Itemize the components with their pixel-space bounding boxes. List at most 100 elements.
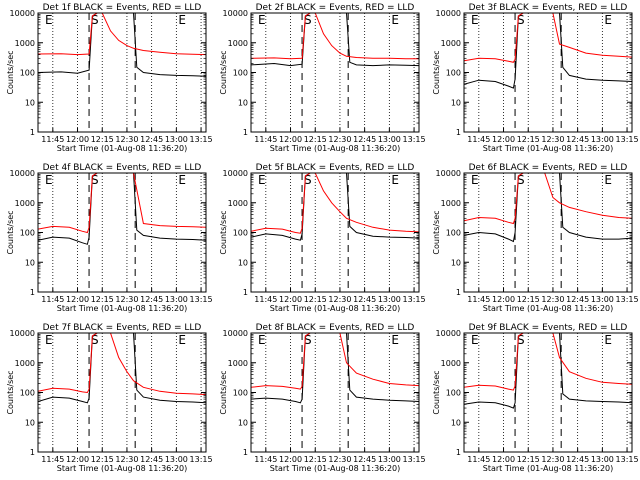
- x-tick-label: 12:30: [541, 295, 564, 304]
- x-tick-label: 13:00: [378, 295, 401, 304]
- x-tick-label: 12:30: [328, 295, 351, 304]
- x-tick-label: 12:30: [541, 135, 564, 144]
- panel-title: Det 8f BLACK = Events, RED = LLD: [256, 323, 415, 333]
- plot-frame: [250, 12, 420, 133]
- x-tick-label: 13:00: [591, 135, 614, 144]
- y-tick-label: 10000: [436, 9, 461, 18]
- y-tick-label: 1000: [228, 359, 248, 368]
- panel-title: Det 5f BLACK = Events, RED = LLD: [256, 163, 415, 173]
- y-axis-label: Counts/sec: [6, 210, 15, 254]
- interval-label-e: E: [178, 333, 186, 347]
- x-axis-label: Start Time (01-Aug-08 11:36:20): [270, 304, 401, 313]
- x-tick-label: 11:45: [41, 135, 64, 144]
- interval-label-e: E: [604, 13, 612, 27]
- x-tick-label: 12:00: [492, 455, 515, 464]
- x-tick-label: 11:45: [467, 455, 490, 464]
- x-tick-label: 13:15: [190, 295, 213, 304]
- series-group: [38, 333, 206, 404]
- interval-label-e: E: [391, 13, 399, 27]
- y-tick-label: 10: [238, 418, 248, 427]
- interval-label-e: E: [604, 333, 612, 347]
- series-events-line: [38, 173, 206, 245]
- x-tick-label: 12:00: [492, 135, 515, 144]
- x-tick-label: 12:15: [517, 455, 540, 464]
- x-tick-label: 12:00: [279, 455, 302, 464]
- x-tick-label: 13:00: [378, 455, 401, 464]
- series-lld-line: [251, 333, 419, 390]
- interval-label-s: S: [91, 173, 99, 187]
- plot-frame: [463, 172, 633, 293]
- y-tick-label: 1: [456, 128, 461, 137]
- x-tick-label: 13:00: [165, 135, 188, 144]
- y-tick-label: 100: [233, 229, 248, 238]
- panel-title: Det 1f BLACK = Events, RED = LLD: [43, 3, 202, 13]
- series-lld-line: [464, 333, 632, 391]
- interval-label-s: S: [91, 13, 99, 27]
- y-tick-label: 1: [30, 288, 35, 297]
- x-tick-label: 13:00: [591, 455, 614, 464]
- x-tick-label: 13:00: [165, 295, 188, 304]
- y-tick-label: 100: [20, 229, 35, 238]
- x-tick-label: 11:45: [467, 295, 490, 304]
- series-events-line: [464, 173, 632, 243]
- y-tick-label: 10000: [223, 169, 248, 178]
- series-group: [464, 333, 632, 409]
- y-tick-label: 10: [25, 418, 35, 427]
- y-tick-label: 10000: [436, 329, 461, 338]
- x-tick-label: 11:45: [41, 295, 64, 304]
- y-tick-label: 10000: [223, 9, 248, 18]
- x-tick-label: 12:15: [517, 135, 540, 144]
- y-tick-label: 1000: [15, 39, 35, 48]
- plot-frame: [250, 332, 420, 453]
- x-tick-label: 13:15: [403, 455, 426, 464]
- y-tick-label: 1000: [15, 199, 35, 208]
- y-axis-label: Counts/sec: [432, 370, 441, 414]
- x-tick-label: 12:45: [566, 295, 589, 304]
- x-tick-label: 11:45: [254, 455, 277, 464]
- y-tick-label: 100: [446, 69, 461, 78]
- y-tick-label: 1: [30, 448, 35, 457]
- y-tick-label: 1: [243, 448, 248, 457]
- y-tick-label: 1000: [228, 199, 248, 208]
- panel-title: Det 4f BLACK = Events, RED = LLD: [43, 163, 202, 173]
- interval-label-e: E: [471, 333, 479, 347]
- panel-title: Det 3f BLACK = Events, RED = LLD: [469, 3, 628, 13]
- y-tick-label: 1000: [441, 39, 461, 48]
- series-lld-line: [251, 173, 419, 234]
- panel-title: Det 2f BLACK = Events, RED = LLD: [256, 3, 415, 13]
- x-tick-label: 12:30: [328, 455, 351, 464]
- y-tick-label: 1000: [15, 359, 35, 368]
- x-tick-label: 12:30: [328, 135, 351, 144]
- series-group: [38, 13, 206, 77]
- x-tick-label: 12:15: [517, 295, 540, 304]
- interval-label-e: E: [604, 173, 612, 187]
- x-tick-label: 13:15: [403, 135, 426, 144]
- x-tick-label: 12:45: [353, 455, 376, 464]
- y-tick-label: 10000: [10, 169, 35, 178]
- x-tick-label: 12:15: [91, 295, 114, 304]
- series-group: [251, 333, 419, 404]
- interval-label-s: S: [91, 333, 99, 347]
- plot-frame: [463, 12, 633, 133]
- y-tick-label: 1000: [441, 359, 461, 368]
- x-tick-label: 13:15: [190, 455, 213, 464]
- y-tick-label: 1000: [441, 199, 461, 208]
- series-group: [464, 13, 632, 89]
- series-lld-line: [464, 13, 632, 63]
- x-tick-label: 12:15: [304, 455, 327, 464]
- y-tick-label: 1: [243, 128, 248, 137]
- series-lld-line: [38, 333, 206, 396]
- y-tick-label: 100: [20, 389, 35, 398]
- x-tick-label: 12:00: [66, 455, 89, 464]
- interval-label-e: E: [178, 13, 186, 27]
- interval-label-e: E: [471, 173, 479, 187]
- x-tick-label: 12:15: [91, 455, 114, 464]
- x-tick-label: 13:15: [616, 455, 639, 464]
- x-tick-label: 12:45: [353, 135, 376, 144]
